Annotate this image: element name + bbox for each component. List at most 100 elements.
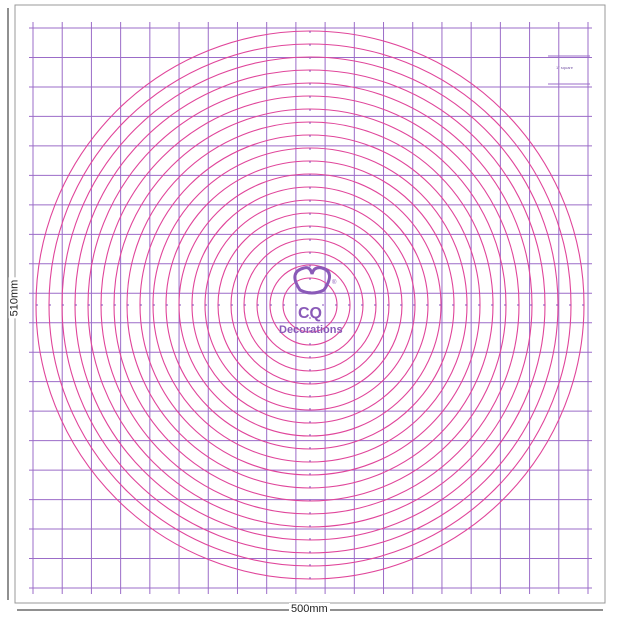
concentric-circle bbox=[217, 212, 403, 398]
height-dimension-label: 510mm bbox=[8, 277, 21, 319]
vertical-scale-tick bbox=[309, 135, 311, 137]
concentric-circle bbox=[204, 199, 416, 411]
horizontal-scale-tick bbox=[426, 304, 428, 306]
vertical-scale-tick bbox=[309, 499, 311, 501]
vertical-scale-tick bbox=[309, 486, 311, 488]
vertical-scale-tick bbox=[309, 369, 311, 371]
horizontal-scale-tick bbox=[348, 304, 350, 306]
vertical-scale-tick bbox=[309, 122, 311, 124]
horizontal-scale-tick bbox=[140, 304, 142, 306]
horizontal-scale-tick bbox=[192, 304, 194, 306]
horizontal-scale-tick bbox=[335, 304, 337, 306]
horizontal-scale-tick bbox=[153, 304, 155, 306]
horizontal-scale-tick bbox=[452, 304, 454, 306]
horizontal-scale-tick bbox=[75, 304, 77, 306]
horizontal-scale-tick bbox=[387, 304, 389, 306]
vertical-scale-tick bbox=[309, 551, 311, 553]
concentric-circle bbox=[100, 95, 520, 515]
horizontal-scale-tick bbox=[543, 304, 545, 306]
vertical-scale-tick bbox=[309, 174, 311, 176]
vertical-scale-tick bbox=[309, 395, 311, 397]
vertical-scale-tick bbox=[309, 460, 311, 462]
vertical-scale-tick bbox=[309, 564, 311, 566]
logo-icon: CQ bbox=[293, 266, 331, 322]
concentric-circle bbox=[269, 264, 351, 346]
concentric-circle bbox=[113, 108, 507, 502]
vertical-scale-tick bbox=[309, 161, 311, 163]
horizontal-scale-tick bbox=[361, 304, 363, 306]
concentric-circle bbox=[165, 160, 455, 450]
concentric-circle bbox=[282, 277, 338, 333]
vertical-scale-tick bbox=[309, 356, 311, 358]
vertical-scale-tick bbox=[309, 109, 311, 111]
horizontal-scale-tick bbox=[101, 304, 103, 306]
horizontal-scale-tick bbox=[49, 304, 51, 306]
horizontal-scale-tick bbox=[114, 304, 116, 306]
horizontal-scale-tick bbox=[36, 304, 38, 306]
horizontal-scale-tick bbox=[556, 304, 558, 306]
vertical-scale-tick bbox=[309, 382, 311, 384]
concentric-circle bbox=[230, 225, 390, 385]
vertical-scale-tick bbox=[309, 317, 311, 319]
concentric-circle bbox=[126, 121, 494, 489]
vertical-scale-tick bbox=[309, 70, 311, 72]
horizontal-scale-tick bbox=[218, 304, 220, 306]
horizontal-scale-tick bbox=[413, 304, 415, 306]
vertical-scale-tick bbox=[309, 512, 311, 514]
registered-mark: ® bbox=[332, 279, 337, 286]
logo-text: Decorations bbox=[279, 324, 343, 336]
concentric-circle bbox=[35, 30, 585, 580]
horizontal-scale-tick bbox=[400, 304, 402, 306]
vertical-scale-tick bbox=[309, 213, 311, 215]
vertical-scale-tick bbox=[309, 577, 311, 579]
vertical-scale-tick bbox=[309, 278, 311, 280]
concentric-circle bbox=[191, 186, 429, 424]
logo-letters: CQ bbox=[298, 305, 322, 322]
horizontal-scale-tick bbox=[270, 304, 272, 306]
vertical-scale-tick bbox=[309, 538, 311, 540]
vertical-scale-tick bbox=[309, 44, 311, 46]
horizontal-scale-tick bbox=[439, 304, 441, 306]
vertical-scale-tick bbox=[309, 57, 311, 59]
vertical-scale-tick bbox=[309, 265, 311, 267]
horizontal-scale-tick bbox=[88, 304, 90, 306]
horizontal-scale-tick bbox=[179, 304, 181, 306]
horizontal-scale-tick bbox=[582, 304, 584, 306]
concentric-circle bbox=[87, 82, 533, 528]
vertical-scale-tick bbox=[309, 330, 311, 332]
vertical-scale-tick bbox=[309, 447, 311, 449]
horizontal-scale-tick bbox=[231, 304, 233, 306]
horizontal-scale-tick bbox=[465, 304, 467, 306]
vertical-scale-tick bbox=[309, 421, 311, 423]
vertical-scale-tick bbox=[309, 96, 311, 98]
concentric-circle bbox=[139, 134, 481, 476]
legend-label: 1" square bbox=[556, 65, 573, 70]
vertical-scale-tick bbox=[309, 148, 311, 150]
horizontal-scale-tick bbox=[491, 304, 493, 306]
vertical-scale-tick bbox=[309, 252, 311, 254]
horizontal-scale-tick bbox=[478, 304, 480, 306]
vertical-scale-tick bbox=[309, 343, 311, 345]
horizontal-scale-tick bbox=[504, 304, 506, 306]
horizontal-scale-tick bbox=[374, 304, 376, 306]
vertical-scale-tick bbox=[309, 226, 311, 228]
vertical-scale-tick bbox=[309, 525, 311, 527]
horizontal-scale-tick bbox=[205, 304, 207, 306]
vertical-scale-tick bbox=[309, 83, 311, 85]
width-dimension-label: 500mm bbox=[289, 603, 330, 615]
vertical-scale-tick bbox=[309, 31, 311, 33]
vertical-scale-tick bbox=[309, 187, 311, 189]
vertical-scale-tick bbox=[309, 239, 311, 241]
horizontal-scale-tick bbox=[127, 304, 129, 306]
horizontal-scale-tick bbox=[257, 304, 259, 306]
vertical-scale-tick bbox=[309, 434, 311, 436]
concentric-circle bbox=[61, 56, 559, 554]
concentric-circle bbox=[243, 238, 377, 372]
concentric-circle bbox=[48, 43, 572, 567]
horizontal-scale-tick bbox=[283, 304, 285, 306]
horizontal-scale-tick bbox=[530, 304, 532, 306]
horizontal-scale-tick bbox=[322, 304, 324, 306]
concentric-circle bbox=[256, 251, 364, 359]
horizontal-scale-tick bbox=[296, 304, 298, 306]
